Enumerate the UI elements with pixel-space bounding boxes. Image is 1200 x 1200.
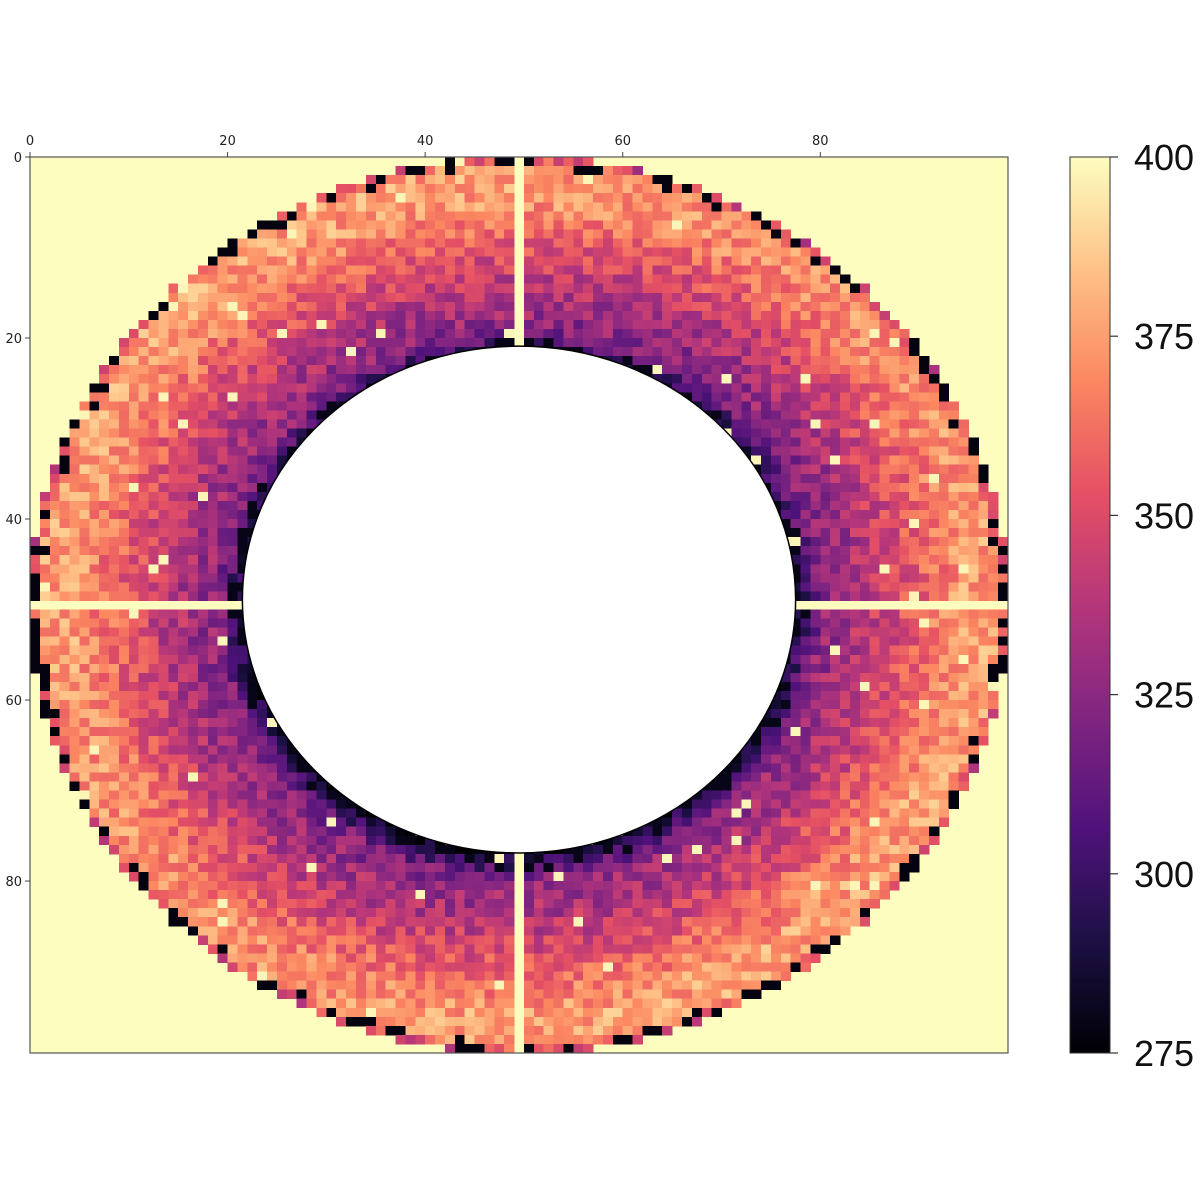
y-tick-label: 20 [5,332,22,347]
colorbar-axis: 400 375 350 325 300 275 [1110,137,1194,1074]
x-tick-label: 20 [219,134,236,149]
y-tick-label: 80 [5,875,22,890]
plot-frame [29,156,1009,1054]
y-tick-label: 40 [5,513,22,528]
colorbar-tick-label: 375 [1134,316,1194,357]
center-mask [241,345,797,854]
colorbar-tick-label: 350 [1134,495,1194,536]
y-axis: 0 20 40 60 80 [5,151,30,890]
x-tick-label: 0 [26,134,34,149]
x-tick-label: 60 [614,134,631,149]
colorbar-tick-label: 275 [1134,1033,1194,1074]
colorbar-tick-label: 400 [1134,137,1194,178]
y-tick-label: 60 [5,694,22,709]
plot-area [30,157,1009,1054]
colorbar-tick-label: 325 [1134,675,1194,716]
colorbar [1069,156,1111,1054]
y-tick-label: 0 [14,151,22,166]
colorbar-tick-label: 300 [1134,854,1194,895]
x-tick-label: 40 [417,134,434,149]
x-tick-label: 80 [812,134,829,149]
x-axis: 0 20 40 60 80 [26,134,829,157]
